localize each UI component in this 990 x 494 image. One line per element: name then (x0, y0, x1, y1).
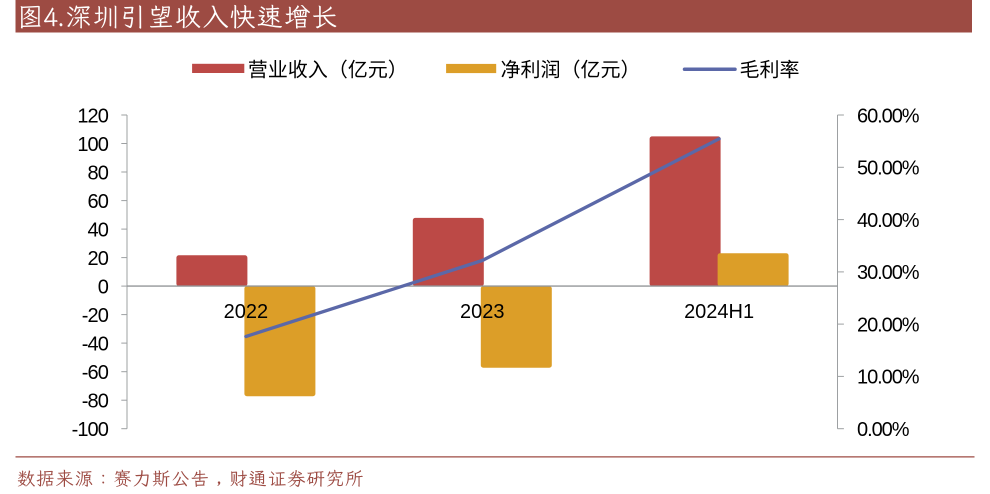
svg-text:20: 20 (88, 248, 109, 270)
svg-text:2023: 2023 (460, 301, 505, 323)
svg-text:50.00%: 50.00% (857, 158, 920, 180)
svg-text:-20: -20 (82, 305, 109, 327)
svg-text:10.00%: 10.00% (857, 367, 920, 389)
svg-text:30.00%: 30.00% (857, 262, 920, 284)
svg-text:-60: -60 (82, 362, 109, 384)
svg-text:60: 60 (88, 191, 109, 213)
svg-text:0: 0 (98, 276, 109, 298)
svg-text:20.00%: 20.00% (857, 314, 920, 336)
svg-text:120: 120 (77, 105, 108, 127)
svg-text:0.00%: 0.00% (857, 419, 910, 441)
svg-text:-40: -40 (82, 333, 109, 355)
svg-text:2022: 2022 (224, 301, 269, 323)
svg-text:40.00%: 40.00% (857, 210, 920, 232)
svg-text:-80: -80 (82, 391, 109, 413)
svg-text:100: 100 (77, 134, 108, 156)
svg-text:-100: -100 (72, 419, 109, 441)
svg-text:80: 80 (88, 162, 109, 184)
svg-text:40: 40 (88, 219, 109, 241)
svg-text:60.00%: 60.00% (857, 105, 920, 127)
svg-text:2024H1: 2024H1 (684, 301, 754, 323)
